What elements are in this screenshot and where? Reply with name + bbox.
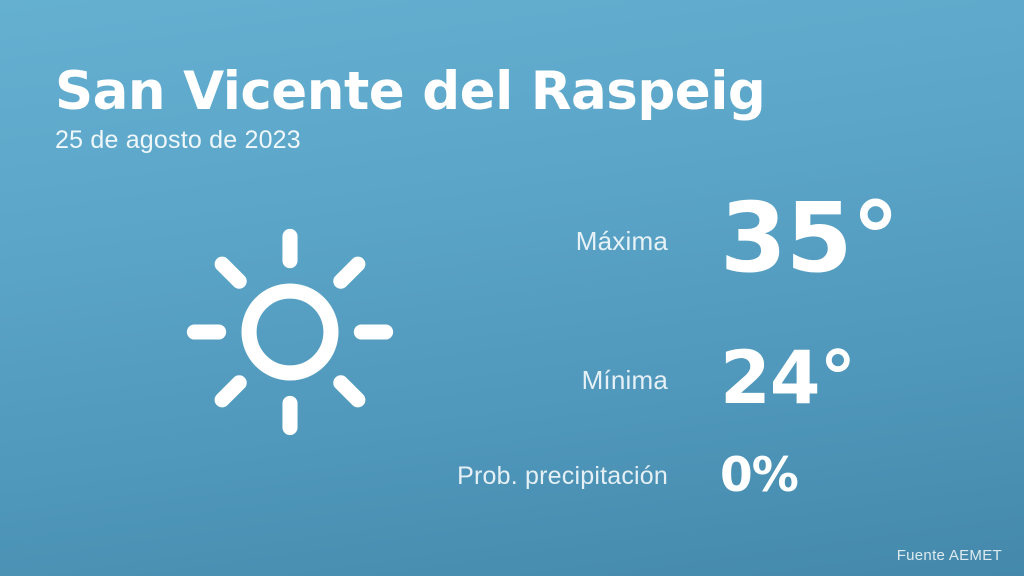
precipitacion-value: 0% — [720, 448, 799, 503]
forecast-date: 25 de agosto de 2023 — [55, 126, 301, 155]
page-title: San Vicente del Raspeig — [55, 61, 766, 122]
minima-value: 24° — [720, 336, 856, 421]
readings-panel: Máxima 35° Mínima 24° Prob. precipitació… — [420, 168, 965, 513]
minima-label: Mínima — [581, 365, 668, 395]
reading-row-precipitacion: Prob. precipitación 0% — [420, 448, 965, 503]
sun-rays — [186, 228, 394, 436]
header: San Vicente del Raspeig 25 de agosto de … — [55, 62, 955, 155]
maxima-label: Máxima — [575, 225, 668, 256]
weather-icon-container — [175, 217, 405, 447]
maxima-value: 35° — [720, 182, 900, 294]
reading-row-maxima: Máxima 35° — [420, 190, 965, 286]
precipitacion-label: Prob. precipitación — [457, 462, 668, 490]
sun-disc — [241, 283, 339, 381]
source-attribution: Fuente AEMET — [896, 547, 1002, 564]
reading-row-minima: Mínima 24° — [420, 342, 965, 415]
sun-icon — [186, 228, 394, 436]
